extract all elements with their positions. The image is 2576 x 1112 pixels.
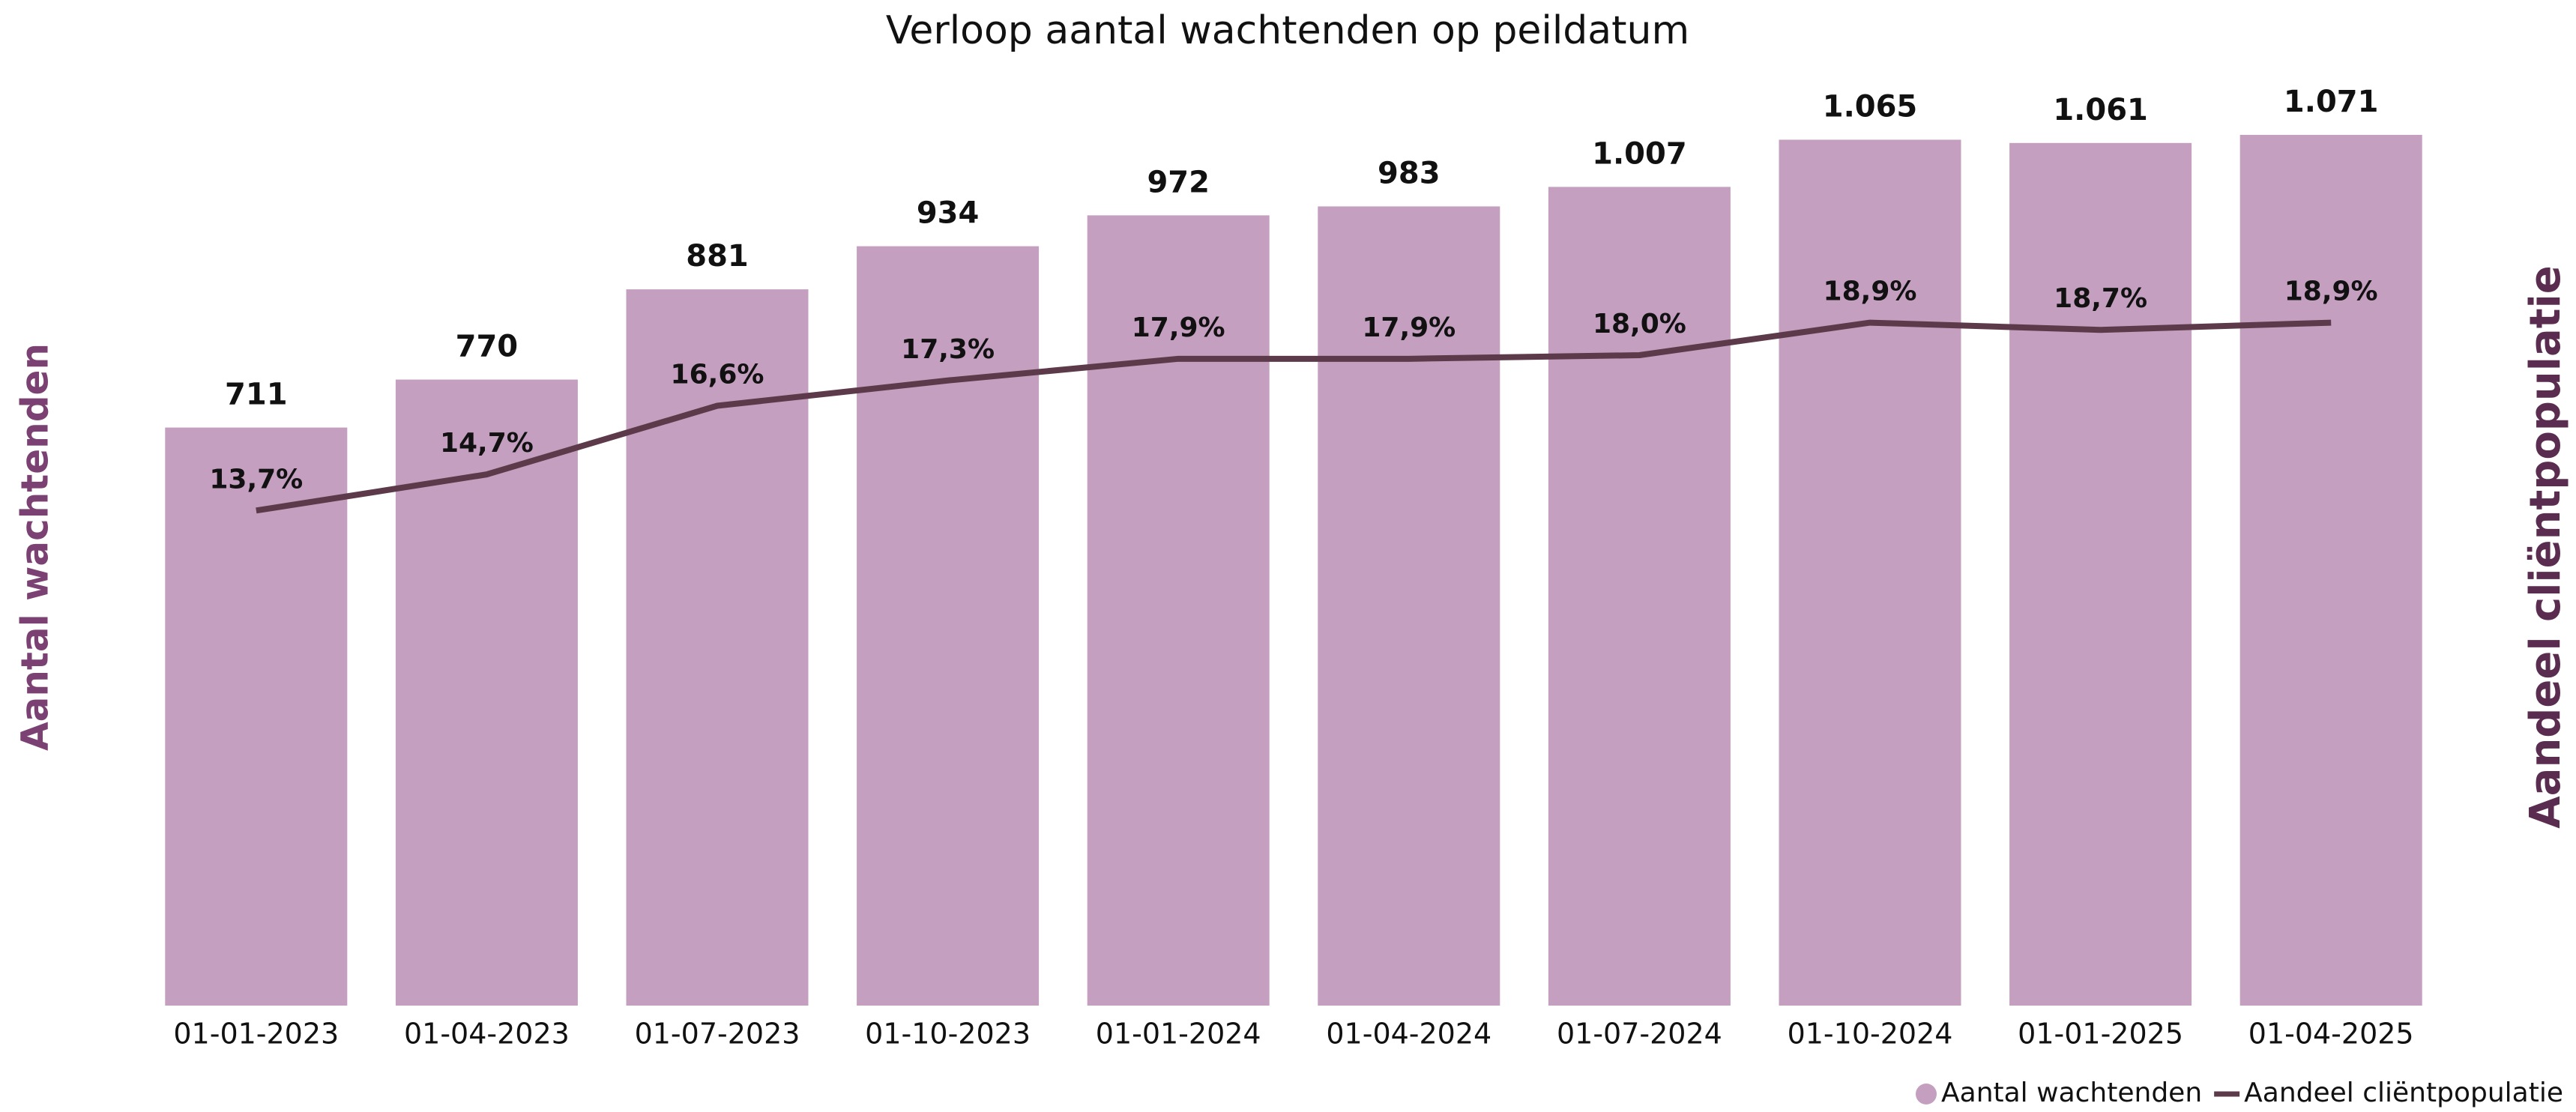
bar-value-label: 934	[917, 196, 980, 231]
line-value-label: 18,9%	[2284, 277, 2378, 307]
line-value-label: 17,3%	[901, 334, 995, 365]
bar-value-label: 1.007	[1592, 136, 1687, 171]
bar-value-label: 770	[456, 330, 519, 364]
legend-swatch	[1916, 1084, 1937, 1105]
bar	[1779, 139, 1961, 1006]
line	[256, 319, 2332, 514]
x-tick-label: 01-04-2024	[1326, 1018, 1491, 1051]
x-tick-label: 01-01-2025	[2018, 1018, 2183, 1051]
y2-axis-label: Aandeel cliëntpopulatie	[2521, 265, 2570, 828]
bar	[1087, 215, 1270, 1006]
bar	[1548, 187, 1731, 1006]
bar-value-label: 1.061	[2053, 93, 2148, 127]
x-tick-label: 01-10-2023	[865, 1018, 1031, 1051]
x-tick-label: 01-07-2023	[635, 1018, 800, 1051]
line-value-label: 13,7%	[209, 464, 303, 495]
bar-value-label: 1.071	[2284, 85, 2379, 119]
chart-title: Verloop aantal wachtenden op peildatum	[886, 8, 1689, 53]
bar-value-label: 711	[225, 378, 288, 412]
x-tick-label: 01-07-2024	[1557, 1018, 1722, 1051]
x-tick-label: 01-01-2024	[1096, 1018, 1261, 1051]
legend-label: Aantal wachtenden	[1941, 1078, 2202, 1108]
bar	[165, 427, 348, 1006]
line-value-label: 18,9%	[1824, 277, 1917, 307]
bar	[2009, 142, 2192, 1006]
x-tick-label: 01-04-2025	[2248, 1018, 2414, 1051]
line-value-label: 14,7%	[440, 428, 534, 459]
line-value-label: 17,9%	[1362, 312, 1456, 343]
line-value-label: 18,7%	[2054, 283, 2147, 314]
line-value-label: 16,6%	[671, 360, 764, 390]
line-value-label: 17,9%	[1132, 312, 1225, 343]
bar-value-label: 881	[686, 239, 749, 274]
legend-label: Aandeel cliëntpopulatie	[2244, 1078, 2563, 1108]
line-value-label: 18,0%	[1593, 309, 1686, 339]
bar-value-label: 972	[1147, 165, 1210, 199]
x-tick-label: 01-10-2024	[1788, 1018, 1953, 1051]
x-tick-label: 01-01-2023	[173, 1018, 339, 1051]
bar-value-label: 983	[1378, 156, 1441, 190]
bar	[1318, 206, 1500, 1006]
bar-value-label: 1.065	[1823, 89, 1918, 124]
y-axis-label: Aantal wachtenden	[13, 343, 57, 751]
bar	[2239, 134, 2422, 1006]
x-tick-label: 01-04-2023	[404, 1018, 570, 1051]
